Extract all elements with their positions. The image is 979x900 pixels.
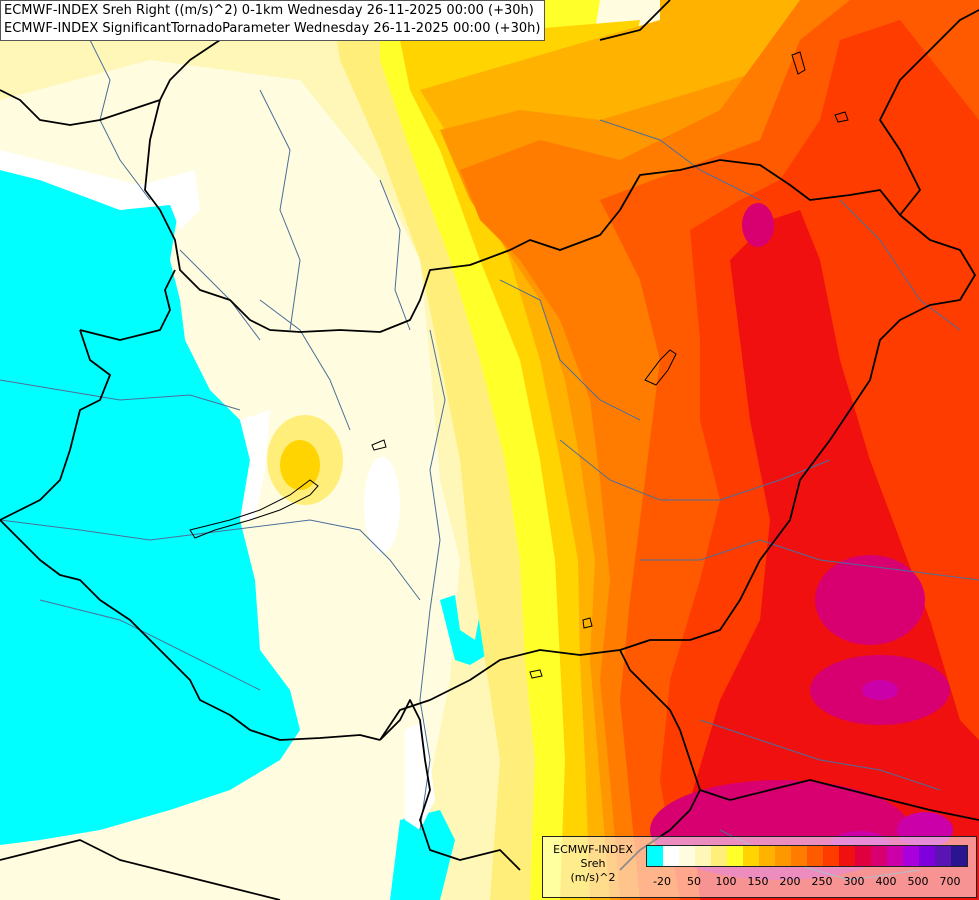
legend-tick-label: 300 <box>843 875 865 888</box>
legend-title-source: ECMWF-INDEX <box>553 843 633 856</box>
legend-swatch <box>887 846 903 866</box>
legend-tick-label: 200 <box>779 875 801 888</box>
legend-swatch <box>791 846 807 866</box>
legend-swatch <box>855 846 871 866</box>
legend-tick-label: 150 <box>747 875 769 888</box>
legend-tick-label: 100 <box>715 875 737 888</box>
legend-swatch <box>663 846 679 866</box>
legend-tick-label: 400 <box>875 875 897 888</box>
field-purple-east <box>862 680 898 700</box>
field-white-fringe-2 <box>240 410 270 520</box>
legend-swatch <box>727 846 743 866</box>
legend-swatch <box>919 846 935 866</box>
legend-title: ECMWF-INDEX Sreh (m/s)^2 <box>543 843 643 885</box>
legend-swatch <box>951 846 967 866</box>
legend-title-variable: Sreh <box>580 857 606 870</box>
title-line-sreh: ECMWF-INDEX Sreh Right ((m/s)^2) 0-1km W… <box>4 3 534 18</box>
legend-swatch <box>871 846 887 866</box>
field-magenta-east <box>815 555 925 645</box>
legend-title-unit: (m/s)^2 <box>570 871 616 884</box>
legend-swatch <box>695 846 711 866</box>
legend-tick-label: 50 <box>687 875 701 888</box>
legend-swatch <box>711 846 727 866</box>
legend-tick-labels: -20 50 100 150 200 250 300 400 500 700 <box>646 875 968 891</box>
legend-swatches <box>646 845 968 867</box>
legend-swatch <box>839 846 855 866</box>
legend-swatch <box>935 846 951 866</box>
color-legend: ECMWF-INDEX Sreh (m/s)^2 -20 50 100 150 200 2… <box>542 836 977 898</box>
field-cyan-west <box>0 170 300 845</box>
legend-swatch <box>807 846 823 866</box>
legend-swatch <box>903 846 919 866</box>
field-crimson <box>690 210 979 900</box>
legend-tick-label: 700 <box>939 875 961 888</box>
legend-tick-label: 250 <box>811 875 833 888</box>
legend-swatch <box>679 846 695 866</box>
stp-contours <box>189 51 849 679</box>
title-line-stp: ECMWF-INDEX SignificantTornadoParameter … <box>4 21 541 36</box>
legend-swatch <box>759 846 775 866</box>
field-magenta-north <box>742 203 774 247</box>
map-title-box: ECMWF-INDEX Sreh Right ((m/s)^2) 0-1km W… <box>0 0 546 41</box>
legend-swatch <box>647 846 663 866</box>
field-gold-blob <box>280 440 320 490</box>
legend-swatch <box>743 846 759 866</box>
legend-swatch <box>823 846 839 866</box>
field-cyan-south <box>390 810 455 900</box>
legend-tick-label: -20 <box>653 875 671 888</box>
field-white-oval <box>364 457 400 553</box>
legend-tick-label: 500 <box>907 875 929 888</box>
legend-swatch <box>775 846 791 866</box>
field-white-fringe <box>0 150 200 230</box>
